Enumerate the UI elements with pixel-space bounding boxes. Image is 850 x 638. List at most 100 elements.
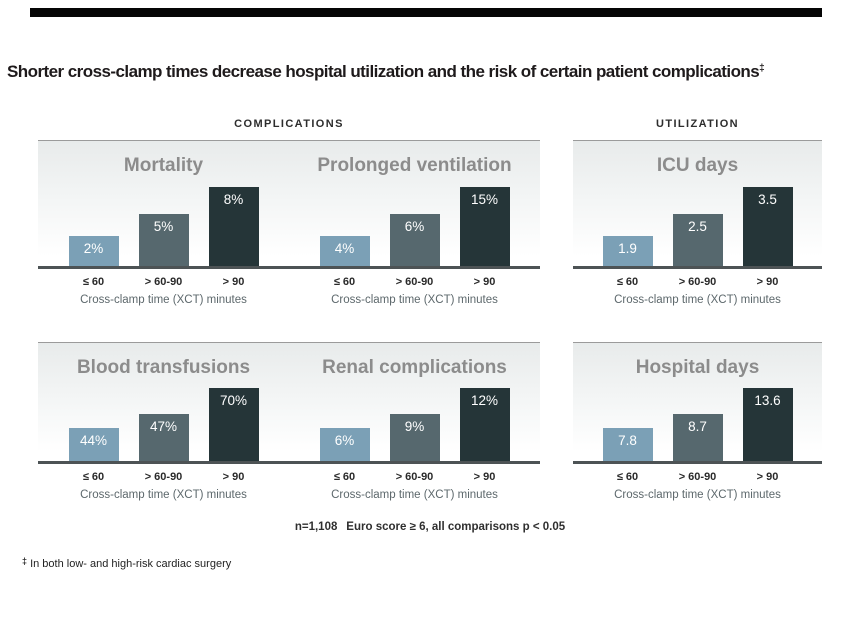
bar-value-label: 5% [153,219,174,234]
bar-gt-90: 15% [459,187,510,266]
bar-le-60: 6% [319,428,370,461]
bar-gt-90: 12% [459,388,510,461]
bar-group: 44% 47% 70% [38,343,289,461]
bar-value-label: 12% [470,393,499,408]
chart-title: Hospital days [635,357,760,378]
bar-value-label: 1.9 [618,241,637,256]
x-axis-caption: Cross-clamp time (XCT) minutes [331,489,498,501]
bar-le-60: 2% [68,236,119,266]
utilization-panel-row2: Hospital days 7.8 8.7 13.6 ≤ 60 > 60-90 … [573,342,822,519]
x-axis-ticks: ≤ 60 > 60-90 > 90 [289,471,540,483]
bar-group: 4% 6% 15% [289,141,540,266]
bar-60-90: 2.5 [672,214,723,266]
bar-value-label: 13.6 [754,393,781,408]
bar-value-label: 4% [334,241,355,256]
tick-label: > 60-90 [395,471,434,483]
bar-gt-90: 3.5 [742,187,793,266]
section-header-complications: COMPLICATIONS [234,118,344,130]
x-axis-ticks: ≤ 60 > 60-90 > 90 [38,471,289,483]
bar-value-label: 47% [149,419,178,434]
complications-panel-row2: Blood transfusions 44% 47% 70% ≤ 60 > 60… [38,342,540,519]
x-axis-line [38,461,540,464]
chart-hospital-days: Hospital days 7.8 8.7 13.6 ≤ 60 > 60-90 … [573,343,822,519]
bar-60-90: 47% [138,414,189,461]
bar-value-label: 3.5 [758,192,777,207]
chart-icu-days: ICU days 1.9 2.5 3.5 ≤ 60 > 60-90 > 90 C… [573,141,822,327]
bar-group: 1.9 2.5 3.5 [573,141,822,266]
footnote-marker: ‡ [22,556,28,566]
bar-le-60: 44% [68,428,119,461]
tick-label: ≤ 60 [82,471,105,483]
page-title-text: Shorter cross-clamp times decrease hospi… [7,62,760,81]
bar-group: 2% 5% 8% [38,141,289,266]
x-axis-ticks: ≤ 60 > 60-90 > 90 [289,276,540,288]
chart-mortality: Mortality 2% 5% 8% ≤ 60 > 60-90 > 90 Cro… [38,141,289,327]
x-axis-caption: Cross-clamp time (XCT) minutes [331,294,498,306]
tick-label: ≤ 60 [616,276,639,288]
bar-le-60: 4% [319,236,370,266]
bar-60-90: 8.7 [672,414,723,461]
tick-label: > 60-90 [395,276,434,288]
chart-renal-complications: Renal complications 6% 9% 12% ≤ 60 > 60-… [289,343,540,519]
bar-le-60: 7.8 [602,428,653,461]
x-axis-line [38,266,540,269]
tick-label: ≤ 60 [333,471,356,483]
tick-label: ≤ 60 [616,471,639,483]
tick-label: > 60-90 [678,276,717,288]
tick-label: > 90 [222,276,245,288]
x-axis-caption: Cross-clamp time (XCT) minutes [80,294,247,306]
bar-value-label: 2% [83,241,104,256]
utilization-panel-row1: ICU days 1.9 2.5 3.5 ≤ 60 > 60-90 > 90 C… [573,140,822,327]
bar-60-90: 9% [389,414,440,461]
bar-gt-90: 13.6 [742,388,793,461]
bar-gt-90: 8% [208,187,259,266]
tick-label: ≤ 60 [333,276,356,288]
tick-label: > 90 [473,276,496,288]
bar-value-label: 15% [470,192,499,207]
chart-title: Blood transfusions [76,357,251,378]
tick-label: > 90 [473,471,496,483]
tick-label: > 60-90 [144,471,183,483]
footnote-text: In both low- and high-risk cardiac surge… [30,558,232,570]
tick-label: > 90 [756,276,779,288]
study-stats: n=1,108 Euro score ≥ 6, all comparisons … [294,521,566,533]
x-axis-caption: Cross-clamp time (XCT) minutes [614,294,781,306]
footnote: ‡ In both low- and high-risk cardiac sur… [22,556,231,570]
chart-title: Mortality [123,155,204,176]
bar-value-label: 8.7 [688,419,707,434]
bar-60-90: 5% [138,214,189,266]
tick-label: > 90 [222,471,245,483]
complications-panel-row1: Mortality 2% 5% 8% ≤ 60 > 60-90 > 90 Cro… [38,140,540,327]
chart-title: Prolonged ventilation [317,155,512,176]
section-header-utilization: UTILIZATION [655,118,740,130]
bar-value-label: 9% [404,419,425,434]
x-axis-caption: Cross-clamp time (XCT) minutes [80,489,247,501]
x-axis-ticks: ≤ 60 > 60-90 > 90 [573,471,822,483]
title-footnote-marker: ‡ [759,63,765,74]
chart-title: ICU days [656,155,739,176]
tick-label: > 60-90 [144,276,183,288]
bar-value-label: 7.8 [618,433,637,448]
bar-value-label: 2.5 [688,219,707,234]
x-axis-caption: Cross-clamp time (XCT) minutes [614,489,781,501]
bar-60-90: 6% [389,214,440,266]
bar-value-label: 44% [79,433,108,448]
chart-title: Renal complications [322,357,507,378]
x-axis-ticks: ≤ 60 > 60-90 > 90 [573,276,822,288]
x-axis-ticks: ≤ 60 > 60-90 > 90 [38,276,289,288]
x-axis-line [573,266,822,269]
x-axis-line [573,461,822,464]
tick-label: > 60-90 [678,471,717,483]
page-title: Shorter cross-clamp times decrease hospi… [7,62,847,82]
bar-le-60: 1.9 [602,236,653,266]
bar-value-label: 8% [223,192,244,207]
bar-group: 6% 9% 12% [289,343,540,461]
chart-blood-transfusions: Blood transfusions 44% 47% 70% ≤ 60 > 60… [38,343,289,519]
bar-gt-90: 70% [208,388,259,461]
chart-prolonged-ventilation: Prolonged ventilation 4% 6% 15% ≤ 60 > 6… [289,141,540,327]
tick-label: > 90 [756,471,779,483]
bar-group: 7.8 8.7 13.6 [573,343,822,461]
top-rule [30,8,822,17]
bar-value-label: 6% [404,219,425,234]
